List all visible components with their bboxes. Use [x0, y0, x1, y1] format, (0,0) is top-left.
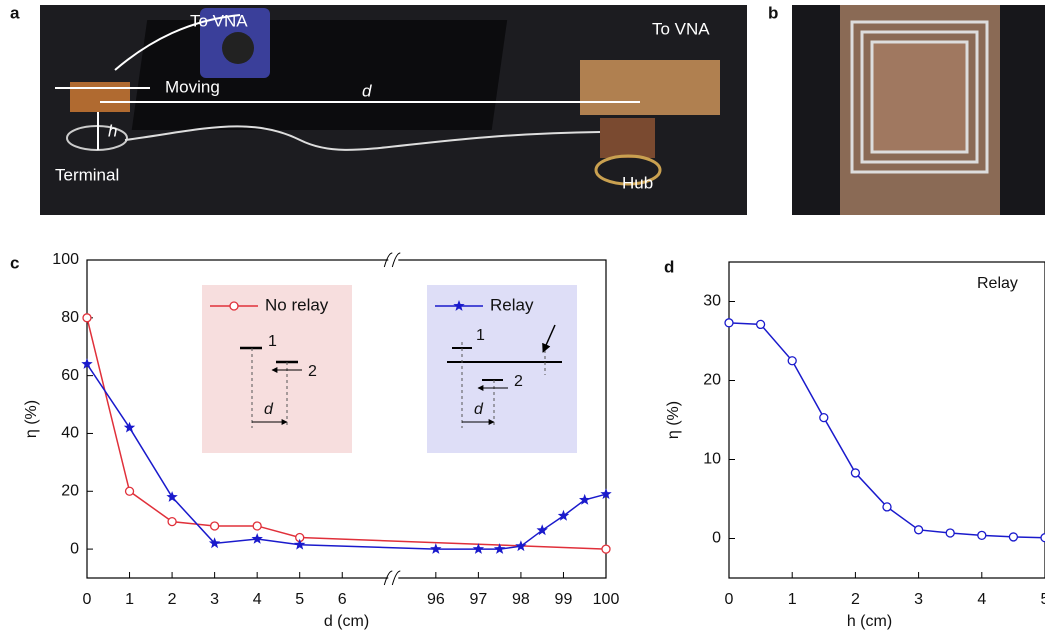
marker [515, 540, 527, 552]
inset-label: d [474, 401, 484, 418]
axis-break [388, 252, 399, 268]
marker [252, 521, 262, 531]
x-tick-label: 3 [210, 591, 219, 608]
marker [251, 533, 263, 544]
x-tick-label: 99 [555, 591, 573, 608]
panel-label: a [10, 3, 20, 22]
legend-label: Relay [490, 295, 534, 314]
marker [787, 356, 797, 366]
x-tick-label: 4 [253, 591, 262, 608]
photo-label: To VNA [190, 11, 248, 30]
photo-label: To VNA [652, 19, 710, 38]
y-axis-label: η (%) [665, 401, 682, 439]
marker [167, 516, 177, 527]
x-tick-label: 5 [1041, 591, 1045, 608]
inset-no-relay [202, 285, 352, 453]
axis-break [383, 570, 401, 586]
x-axis-label: h (cm) [847, 613, 892, 630]
marker [294, 538, 306, 550]
marker [124, 486, 135, 496]
x-tick-label: 2 [168, 591, 177, 608]
y-tick-label: 80 [61, 309, 79, 326]
photo-label: Terminal [55, 165, 119, 184]
photo-label: h [108, 121, 117, 140]
legend-marker [229, 301, 239, 311]
photo-a [40, 5, 747, 215]
y-tick-label: 30 [703, 293, 721, 310]
marker [536, 524, 548, 536]
x-tick-label: 1 [125, 591, 134, 608]
axis-break [388, 570, 399, 586]
legend-label: No relay [265, 295, 329, 314]
inset-label: d [264, 401, 274, 418]
legend-marker [453, 300, 465, 311]
marker [493, 543, 506, 554]
marker [882, 502, 892, 512]
y-axis-label: η (%) [23, 400, 40, 438]
x-tick-label: 2 [851, 591, 860, 608]
marker [913, 525, 924, 535]
photo-label: d [362, 81, 372, 100]
marker [945, 528, 955, 538]
marker [1040, 533, 1045, 543]
y-tick-label: 0 [712, 530, 721, 547]
marker [601, 544, 611, 554]
marker [1008, 532, 1019, 542]
x-tick-label: 96 [427, 591, 445, 608]
x-tick-label: 1 [788, 591, 797, 608]
y-tick-label: 10 [703, 451, 721, 468]
marker [600, 488, 612, 499]
y-tick-label: 20 [61, 482, 79, 499]
x-tick-label: 0 [725, 591, 734, 608]
plot-frame [86, 259, 607, 579]
x-tick-label: 98 [512, 591, 530, 608]
marker [472, 543, 485, 554]
marker [557, 509, 570, 521]
x-tick-label: 3 [914, 591, 923, 608]
marker [977, 530, 987, 540]
marker [755, 319, 766, 330]
inset-label: 2 [308, 363, 317, 380]
marker [724, 318, 734, 328]
photo-label: Hub [622, 173, 653, 192]
photo-label: Moving [165, 77, 220, 96]
inset-label: 2 [514, 373, 523, 390]
marker [430, 543, 442, 554]
y-tick-label: 100 [52, 251, 79, 268]
axis-break [383, 252, 401, 268]
x-tick-label: 97 [469, 591, 487, 608]
inset-label: 1 [476, 327, 485, 344]
inset-label: 1 [268, 333, 277, 350]
y-tick-label: 20 [703, 372, 721, 389]
marker [123, 421, 136, 433]
inset-relay [427, 285, 577, 453]
x-axis-label: d (cm) [324, 613, 369, 630]
marker [208, 537, 221, 549]
plot-frame [728, 261, 1045, 579]
panel-label: b [768, 3, 778, 22]
panel-label: d [664, 257, 674, 276]
x-tick-label: 4 [977, 591, 986, 608]
marker [209, 521, 220, 531]
marker [579, 493, 591, 505]
photo-b [792, 5, 1045, 215]
marker [819, 412, 829, 423]
x-tick-label: 100 [593, 591, 620, 608]
marker [166, 491, 178, 502]
y-tick-label: 40 [61, 425, 79, 442]
marker [81, 358, 93, 369]
panel-label: c [10, 253, 19, 272]
x-tick-label: 6 [338, 591, 347, 608]
annotation: Relay [977, 275, 1018, 292]
marker [850, 468, 861, 478]
series-line [86, 363, 607, 550]
y-tick-label: 60 [61, 367, 79, 384]
x-tick-label: 5 [295, 591, 304, 608]
x-tick-label: 0 [83, 591, 92, 608]
marker [82, 313, 92, 323]
y-tick-label: 0 [70, 540, 79, 557]
